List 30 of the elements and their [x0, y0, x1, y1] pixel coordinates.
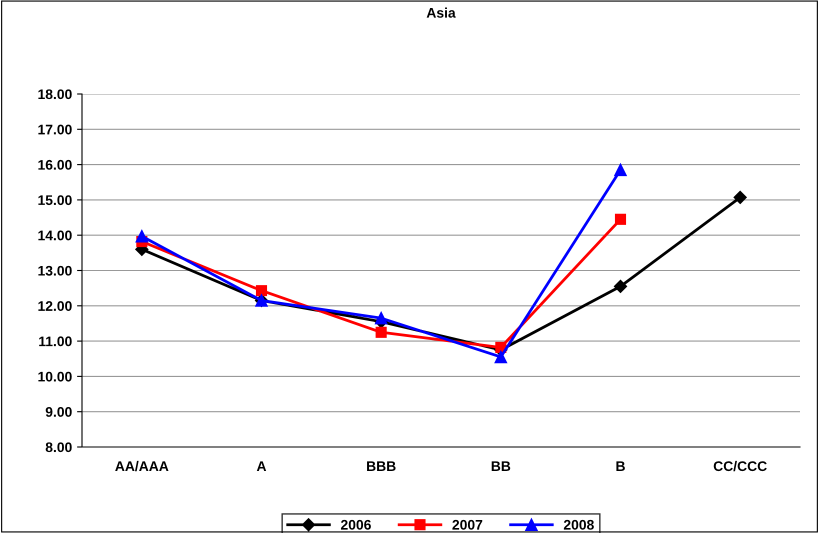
point	[614, 280, 628, 293]
chart-title: Asia	[426, 8, 456, 18]
y-tick-label: 12.00	[38, 301, 72, 311]
point	[614, 214, 626, 225]
y-tick-label: 16.00	[38, 160, 72, 170]
point	[374, 312, 388, 324]
x-tick-label: AA/AAA	[115, 460, 168, 472]
legend-label: 2006	[340, 520, 371, 530]
y-tick-label: 15.00	[38, 195, 72, 206]
point	[376, 326, 387, 338]
y-tick-label: 13.00	[38, 266, 72, 276]
point	[734, 190, 747, 204]
x-tick-label: A	[256, 461, 266, 471]
point	[614, 164, 627, 176]
y-tick-label: 9.00	[46, 407, 72, 417]
point	[256, 285, 268, 296]
point	[494, 350, 508, 364]
y-tick-label: 18.00	[38, 89, 72, 100]
x-tick-label: BBB	[367, 461, 396, 471]
x-tick-label: CC/CCC	[714, 460, 767, 472]
x-tick-label: BB	[492, 461, 510, 471]
y-tick-label: 11.00	[39, 336, 72, 346]
y-tick-label: 8.00	[46, 442, 72, 452]
x-tick-label: B	[616, 461, 625, 471]
y-tick-label: 10.00	[38, 372, 72, 382]
legend-label: 2007	[452, 520, 482, 530]
legend-label: 2008	[564, 520, 594, 530]
y-tick-label: 17.00	[38, 124, 72, 134]
y-tick-label: 14.00	[38, 230, 72, 240]
point	[136, 230, 148, 243]
